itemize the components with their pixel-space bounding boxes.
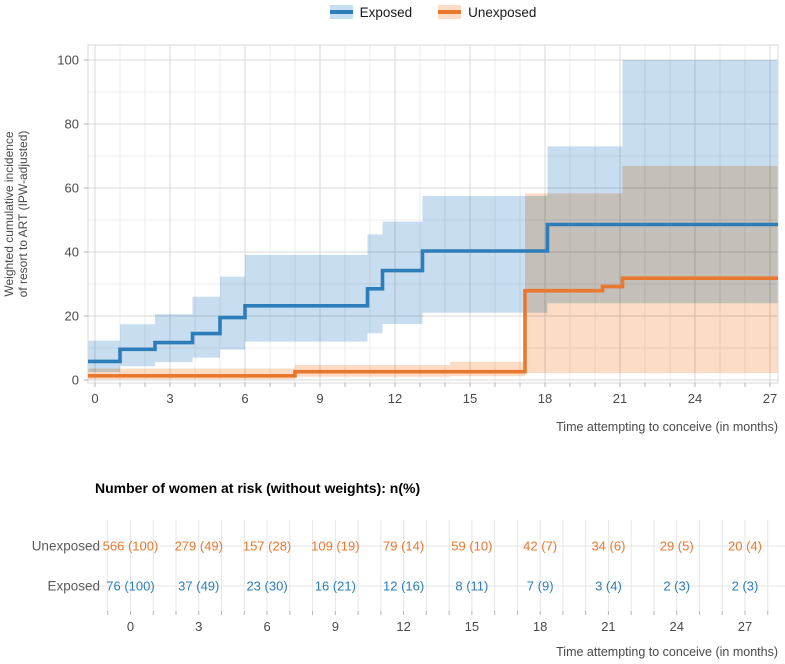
legend: Exposed Unexposed [88, 1, 778, 23]
x-tick-label: 18 [538, 391, 552, 406]
legend-key-exposed-icon [329, 5, 353, 19]
y-axis-title: Weighted cumulative incidence of resort t… [2, 131, 30, 298]
risk-x-tick-label: 0 [127, 619, 134, 634]
x-tick-label: 24 [688, 391, 702, 406]
risk-cell: 2 (3) [663, 579, 690, 594]
risk-cell: 566 (100) [103, 539, 159, 554]
risk-cell: 76 (100) [106, 579, 154, 594]
risk-x-tick-label: 18 [533, 619, 547, 634]
x-tick-label: 15 [463, 391, 477, 406]
risk-x-tick-label: 3 [195, 619, 202, 634]
risk-cell: 7 (9) [527, 579, 554, 594]
risk-grid-horizontal [85, 545, 785, 587]
x-tick-label: 6 [241, 391, 248, 406]
risk-cell: 2 (3) [732, 579, 759, 594]
unexposed-curve [88, 276, 778, 378]
risk-table-title: Number of women at risk (without weights… [95, 480, 421, 496]
legend-key-unexposed-icon [438, 5, 462, 19]
risk-axis-ticks [107, 611, 769, 615]
risk-x-tick-label: 27 [738, 619, 752, 634]
panel-border [87, 44, 779, 384]
risk-cell: 8 (11) [455, 579, 488, 594]
risk-x-tick-label: 15 [465, 619, 479, 634]
axis-ticks [84, 59, 771, 387]
risk-grid-vertical [107, 520, 769, 611]
risk-cell: 157 (28) [243, 539, 291, 554]
exposed-curve [88, 222, 778, 364]
risk-cell: 79 (14) [383, 539, 424, 554]
risk-cell: 29 (5) [660, 539, 694, 554]
x-axis-title: Time attempting to conceive (in months) [556, 420, 778, 434]
risk-cell: 34 (6) [591, 539, 625, 554]
legend-label-unexposed: Unexposed [468, 4, 537, 20]
svg-text:Weighted cumulative incidence: Weighted cumulative incidence [2, 131, 16, 297]
x-tick-label: 9 [316, 391, 323, 406]
risk-row-label: Unexposed [32, 539, 100, 554]
legend-label-exposed: Exposed [359, 4, 413, 20]
risk-x-tick-label: 24 [669, 619, 683, 634]
risk-cell: 3 (4) [595, 579, 622, 594]
risk-cell: 59 (10) [451, 539, 492, 554]
x-tick-label: 21 [613, 391, 627, 406]
legend-item-exposed: Exposed [329, 4, 413, 20]
svg-text:of resort to ART (IPW-adjusted: of resort to ART (IPW-adjusted) [16, 131, 30, 298]
x-tick-label: 0 [91, 391, 98, 406]
risk-x-axis-title: Time attempting to conceive (in months) [556, 645, 778, 659]
risk-cell: 12 (16) [383, 579, 424, 594]
risk-x-tick-label: 9 [332, 619, 339, 634]
x-tick-label: 3 [166, 391, 173, 406]
risk-cell: 109 (19) [311, 539, 359, 554]
y-tick-label: 20 [65, 309, 79, 324]
y-tick-label: 80 [65, 117, 79, 132]
risk-x-tick-label: 21 [601, 619, 615, 634]
risk-cell: 23 (30) [246, 579, 287, 594]
risk-x-tick-label: 12 [396, 619, 410, 634]
risk-row-label: Exposed [47, 579, 100, 594]
unexposed-confidence-band [88, 165, 778, 380]
y-tick-label: 60 [65, 181, 79, 196]
risk-cell: 37 (49) [178, 579, 219, 594]
risk-table: Unexposed 566 (100) 279 (49) 157 (28) 109 (1… [32, 520, 785, 659]
risk-cell: 42 (7) [523, 539, 557, 554]
risk-x-tick-label: 6 [263, 619, 270, 634]
y-tick-label: 0 [72, 373, 79, 388]
risk-cell: 20 (4) [728, 539, 762, 554]
x-tick-label: 27 [763, 391, 777, 406]
legend-item-unexposed: Unexposed [438, 5, 536, 20]
legend-line-unexposed-icon [438, 10, 462, 14]
x-tick-label: 12 [388, 391, 402, 406]
cumulative-incidence-chart: 0 20 40 60 80 100 0 3 6 9 12 15 18 21 24 27 Time attempt… [2, 44, 779, 434]
y-tick-label: 100 [57, 53, 79, 68]
risk-cell: 279 (49) [175, 539, 223, 554]
legend-line-exposed-icon [329, 10, 353, 14]
y-tick-label: 40 [65, 245, 79, 260]
risk-cell: 16 (21) [315, 579, 356, 594]
